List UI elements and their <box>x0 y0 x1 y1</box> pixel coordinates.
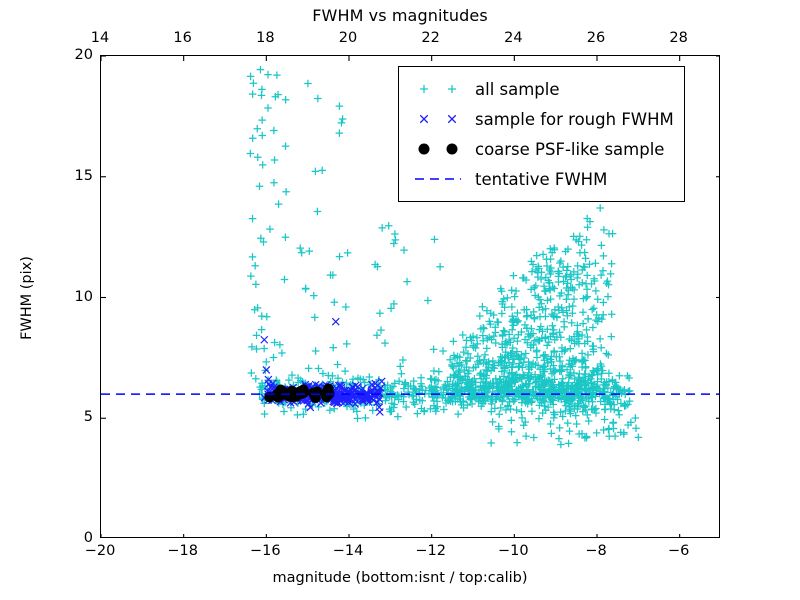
x-tick-label-bottom: −10 <box>498 543 529 559</box>
x-tick-label-bottom: −18 <box>167 543 198 559</box>
x-axis-label: magnitude (bottom:isnt / top:calib) <box>0 570 800 586</box>
legend: all sample sample for rough FWHM coarse PS… <box>398 66 685 202</box>
x-tick-label-top: 18 <box>256 30 274 46</box>
x-tick-label-top: 26 <box>587 30 605 46</box>
legend-item: sample for rough FWHM <box>407 104 674 134</box>
y-tick-label: 0 <box>84 530 93 546</box>
legend-x-icon <box>407 106 469 132</box>
x-tick-label-top: 24 <box>504 30 522 46</box>
x-tick-label-bottom: −14 <box>333 543 364 559</box>
x-tick-label-bottom: −8 <box>585 543 606 559</box>
legend-plus-icon <box>407 76 469 102</box>
x-tick-label-top: 16 <box>173 30 191 46</box>
y-axis-label: FWHM (pix) <box>19 148 35 448</box>
x-tick-label-top: 20 <box>339 30 357 46</box>
x-tick-label-top: 14 <box>91 30 109 46</box>
x-tick-label-bottom: −6 <box>668 543 689 559</box>
y-tick-label: 10 <box>75 289 93 305</box>
legend-label: tentative FWHM <box>469 170 607 189</box>
x-tick-label-top: 22 <box>421 30 439 46</box>
x-tick-label-bottom: −12 <box>415 543 446 559</box>
y-tick-label: 15 <box>75 168 93 184</box>
legend-label: coarse PSF-like sample <box>469 140 664 159</box>
y-tick-label: 20 <box>75 47 93 63</box>
legend-item: coarse PSF-like sample <box>407 134 674 164</box>
x-tick-label-bottom: −16 <box>250 543 281 559</box>
figure-canvas: FWHM vs magnitudes −20−18−16−14−12−10−8−… <box>0 0 800 600</box>
legend-dashed-line-icon <box>407 166 469 192</box>
legend-label: sample for rough FWHM <box>469 110 674 129</box>
legend-item: all sample <box>407 74 674 104</box>
page-title: FWHM vs magnitudes <box>0 6 800 25</box>
x-tick-label-top: 28 <box>669 30 687 46</box>
legend-item: tentative FWHM <box>407 164 674 194</box>
y-tick-label: 5 <box>84 409 93 425</box>
legend-circle-icon <box>407 136 469 162</box>
legend-label: all sample <box>469 80 560 99</box>
